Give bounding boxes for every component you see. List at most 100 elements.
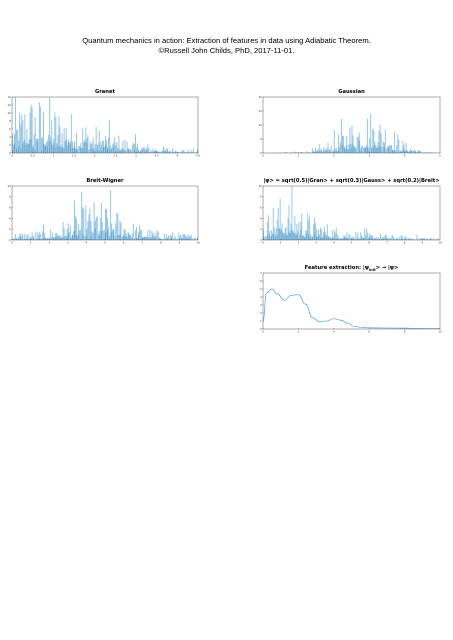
histogram-bar <box>59 235 61 240</box>
histogram-bar-dense <box>63 148 65 153</box>
histogram-bar <box>114 235 116 240</box>
x-tick-label: 4.5 <box>196 154 200 158</box>
y-tick-label: 10 <box>258 123 262 127</box>
histogram-bar <box>308 152 310 153</box>
histogram-bar-dense <box>133 150 135 153</box>
histogram-bar-dense <box>315 152 316 153</box>
histogram-bar-dense <box>45 144 46 153</box>
x-tick-label: 1 <box>53 154 55 158</box>
histogram-bar-dense <box>426 239 428 240</box>
histogram-bar <box>152 148 154 153</box>
histogram-bar <box>38 101 40 153</box>
histogram-bar <box>366 144 368 153</box>
histogram-bar-dense <box>43 143 44 153</box>
histogram-bar-dense <box>329 237 331 240</box>
histogram-bar <box>13 145 14 153</box>
histogram-bar <box>293 232 295 240</box>
histogram-bar <box>412 150 414 153</box>
histogram-bar <box>17 238 19 240</box>
histogram-bar-dense <box>181 238 183 240</box>
histogram-bar <box>362 237 364 240</box>
histogram-bar-dense <box>109 238 111 240</box>
histogram-bar <box>170 234 172 240</box>
y-tick-label: 7 <box>260 271 262 275</box>
histogram-bar <box>93 202 95 240</box>
x-tick-label: 0.5 <box>31 154 35 158</box>
histogram-bar <box>12 134 13 153</box>
histogram-bar-dense <box>323 150 325 153</box>
histogram-bar <box>152 233 154 240</box>
histogram-bar <box>376 147 378 153</box>
y-tick-label: 5 <box>260 287 262 291</box>
histogram-bar <box>103 229 105 240</box>
histogram-bar-dense <box>189 238 191 240</box>
x-tick-label: 8 <box>404 241 406 245</box>
histogram-bar <box>349 235 351 240</box>
x-tick-label: 0 <box>262 241 264 245</box>
histogram-bar <box>23 141 25 153</box>
histogram-bar <box>48 134 50 153</box>
histogram-bar-dense <box>100 144 102 153</box>
histogram-bar <box>91 231 93 240</box>
histogram-bar <box>68 141 70 153</box>
histogram-bar-dense <box>167 151 168 153</box>
histogram-bar <box>356 136 358 153</box>
histogram-bar <box>433 238 435 240</box>
chart-title-end: > → |ψ> <box>375 265 399 271</box>
histogram-bar-dense <box>274 236 276 240</box>
x-tick-label: 4 <box>86 241 88 245</box>
histogram-bar <box>426 238 428 240</box>
histogram-bar-dense <box>282 232 284 240</box>
histogram-bar <box>383 236 385 240</box>
histogram-bar <box>320 149 322 153</box>
histogram-bar-dense <box>86 228 88 240</box>
histogram-bar <box>337 236 339 240</box>
histogram-bar-dense <box>67 233 69 240</box>
histogram-bar <box>297 152 299 153</box>
x-tick-label: 0 <box>262 330 264 334</box>
x-tick-label: 5 <box>104 241 106 245</box>
histogram-bar <box>405 142 407 153</box>
histogram-bar <box>331 151 333 153</box>
histogram-bar <box>340 142 341 153</box>
histogram-bar-dense <box>276 235 278 240</box>
histogram-bar <box>34 117 36 153</box>
histogram-bar <box>372 128 374 153</box>
histogram-bar <box>264 235 266 240</box>
y-tick-label: 3 <box>260 303 262 307</box>
histogram-bar <box>95 127 97 153</box>
plot-frame <box>262 185 441 241</box>
histogram-bar-dense <box>152 236 154 240</box>
histogram-bar <box>182 150 184 153</box>
histogram-bar <box>437 238 438 240</box>
histogram-bar <box>279 198 281 240</box>
histogram-bar <box>369 233 371 240</box>
histogram-bar <box>382 141 384 153</box>
histogram-bar <box>115 144 117 153</box>
histogram-bar <box>125 150 127 153</box>
x-tick-label: 2 <box>298 241 300 245</box>
histogram-bar <box>192 239 194 240</box>
histogram-bar <box>271 232 273 240</box>
histogram-bar <box>25 144 27 153</box>
histogram-bar <box>400 235 402 240</box>
histogram-bar <box>420 150 422 153</box>
histogram-bar <box>399 150 401 153</box>
histogram-bar <box>101 221 103 240</box>
histogram-bar-dense <box>49 140 51 153</box>
histogram-bar-dense <box>335 151 337 153</box>
histogram-bar <box>43 224 44 240</box>
histogram-bar <box>190 150 192 153</box>
histogram-bar <box>39 233 41 240</box>
histogram-bar <box>19 113 21 153</box>
histogram-bar <box>109 120 111 153</box>
histogram-bar <box>361 145 363 153</box>
histogram-bar <box>33 238 35 240</box>
histogram-bar <box>281 223 283 240</box>
histogram-bar-dense <box>148 152 150 153</box>
histogram-bar <box>41 231 43 240</box>
histogram-bar <box>81 147 83 153</box>
y-tick-label: 0 <box>260 151 262 155</box>
